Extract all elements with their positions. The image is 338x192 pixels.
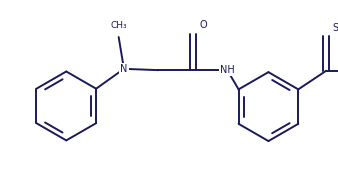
Text: CH₃: CH₃: [110, 21, 127, 30]
Text: O: O: [199, 20, 207, 30]
Text: S: S: [333, 23, 338, 33]
Text: N: N: [120, 64, 128, 74]
Text: NH: NH: [220, 65, 235, 75]
